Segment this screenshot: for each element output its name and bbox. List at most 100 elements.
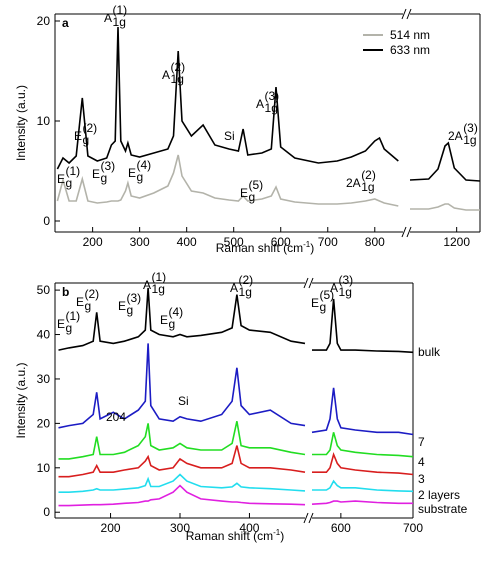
peak-label-sub: 1g — [265, 101, 278, 115]
y-tick-label: 10 — [37, 461, 51, 475]
peak-label-sub: 1g — [463, 133, 476, 147]
x-tick-label: 400 — [239, 521, 259, 535]
x-tick-label: 700 — [318, 235, 338, 249]
series-label: 3 — [418, 472, 425, 486]
panel-label: a — [62, 16, 69, 30]
x-axis-label-text: Raman shift (cm — [186, 529, 273, 543]
spectrum — [56, 26, 481, 182]
peak-label: A — [330, 281, 338, 295]
spectrum — [58, 287, 414, 354]
y-tick-label: 0 — [43, 214, 50, 228]
peak-label-sub: g — [85, 299, 92, 313]
peak-label: E — [128, 166, 136, 180]
peak-label-sup: (1) — [152, 270, 167, 284]
peak-label-sub: g — [83, 133, 90, 147]
x-axis-label: Raman shift (cm-1) — [216, 240, 314, 255]
peak-label-sub: 1g — [113, 15, 126, 29]
peak-label-sup: (3) — [265, 89, 280, 103]
peak-label-sup: (3) — [127, 291, 142, 305]
peak-label: E — [240, 186, 248, 200]
series-label: 2 layers — [418, 488, 460, 502]
spectrum — [58, 473, 414, 493]
spectrum — [58, 445, 414, 478]
x-tick-label: 700 — [403, 521, 423, 535]
peak-label-sup: (2) — [85, 287, 100, 301]
peak-label-sub: g — [320, 300, 327, 314]
peak-label: E — [74, 129, 82, 143]
peak-label-sub: g — [169, 317, 176, 331]
series-label: substrate — [418, 502, 468, 516]
peak-label-sup: (5) — [249, 178, 264, 192]
y-tick-label: 0 — [43, 505, 50, 519]
x-tick-label: 300 — [130, 235, 150, 249]
peak-label: 2A — [448, 129, 463, 143]
peak-label: E — [118, 299, 126, 313]
peak-label-sub: g — [249, 190, 256, 204]
peak-label: A — [230, 281, 238, 295]
peak-label: A — [256, 97, 264, 111]
axis-break — [406, 226, 412, 238]
legend-label: 633 nm — [390, 43, 430, 57]
y-axis-label: Intensity (a.u.) — [14, 85, 28, 161]
peak-label-sub: g — [66, 176, 73, 190]
x-axis-label-sup: -1 — [303, 240, 311, 249]
peak-label-sub: g — [101, 171, 108, 185]
x-tick-label: 1200 — [443, 235, 470, 249]
peak-label-sup: (1) — [66, 309, 81, 323]
series-label: 4 — [418, 455, 425, 469]
peak-label: E — [311, 296, 319, 310]
y-tick-label: 10 — [37, 114, 51, 128]
peak-label-sup: (2) — [83, 121, 98, 135]
y-tick-label: 50 — [37, 283, 51, 297]
peak-label-sup: (4) — [137, 158, 152, 172]
axis-break — [406, 8, 412, 20]
peak-label-sub: g — [66, 321, 73, 335]
spectrum — [58, 343, 414, 436]
axis-break — [303, 277, 309, 289]
spectrum — [58, 421, 414, 460]
peak-label: Si — [178, 394, 189, 408]
peak-label: Si — [224, 129, 235, 143]
peak-label-sub: g — [127, 303, 134, 317]
peak-label: A — [143, 278, 151, 292]
peak-label-sub: 1g — [361, 180, 374, 194]
series-label: bulk — [418, 345, 441, 359]
peak-label: E — [76, 295, 84, 309]
x-axis-label-text: Raman shift (cm — [216, 241, 303, 255]
x-tick-label: 200 — [101, 521, 121, 535]
axis-break — [308, 512, 314, 524]
spectrum — [58, 484, 413, 507]
peak-label-sup: (2) — [239, 273, 254, 287]
peak-label-sup: (5) — [320, 288, 335, 302]
peak-label-sub: 1g — [152, 282, 165, 296]
y-tick-label: 20 — [37, 14, 51, 28]
axis-break — [401, 226, 407, 238]
axis-break — [303, 512, 309, 524]
spectrum — [56, 154, 480, 211]
peak-label-sub: 1g — [239, 285, 252, 299]
x-tick-label: 300 — [170, 521, 190, 535]
peak-label-sup: (2) — [171, 60, 186, 74]
x-tick-label: 600 — [271, 235, 291, 249]
peak-label: E — [160, 313, 168, 327]
peak-label: A — [162, 68, 170, 82]
y-tick-label: 40 — [37, 328, 51, 342]
peak-label-sup: (1) — [113, 3, 128, 17]
peak-label-sup: (3) — [463, 121, 478, 135]
peak-label: E — [57, 317, 65, 331]
x-axis-label-text: ) — [310, 241, 314, 255]
peak-label-sub: g — [137, 170, 144, 184]
y-tick-label: 30 — [37, 372, 51, 386]
x-tick-label: 400 — [177, 235, 197, 249]
axis-break — [401, 8, 407, 20]
peak-label: A — [104, 11, 112, 25]
legend-label: 514 nm — [390, 28, 430, 42]
x-axis-label-sup: -1 — [273, 528, 281, 537]
y-axis-label: Intensity (a.u.) — [14, 362, 28, 438]
y-tick-label: 20 — [37, 416, 51, 430]
peak-label-sup: (1) — [66, 164, 81, 178]
peak-label-sup: (4) — [169, 305, 184, 319]
peak-label: 2A — [346, 176, 361, 190]
axis-break — [308, 277, 314, 289]
